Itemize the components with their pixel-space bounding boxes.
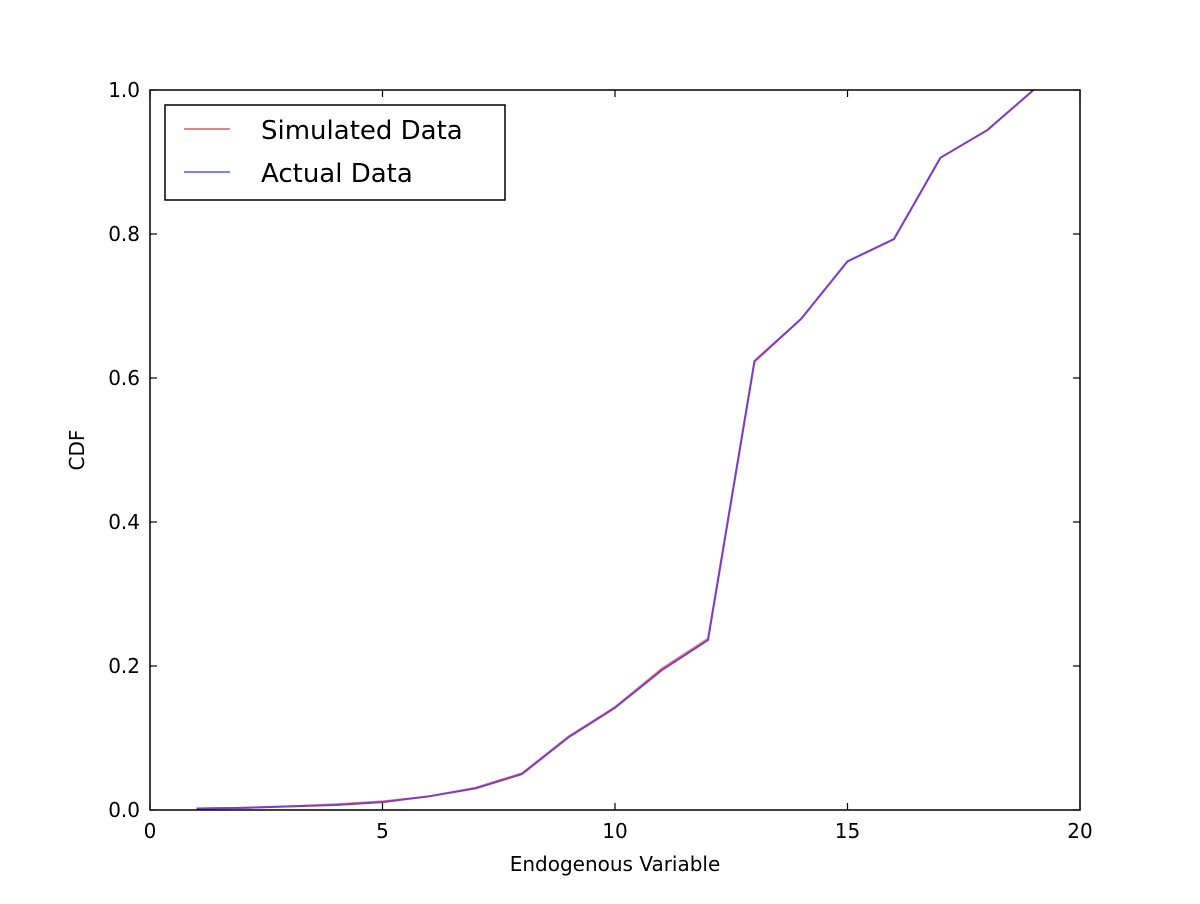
x-tick-label: 15 <box>835 819 860 843</box>
legend-label-actual-data: Actual Data <box>261 159 413 189</box>
legend-box <box>164 104 506 201</box>
ticks-layer: 0 5 10 15 20 0.0 0.2 0.4 0.6 0.8 1.0 <box>108 78 1093 843</box>
legend: Simulated Data Actual Data <box>164 104 506 201</box>
x-tick-label: 5 <box>376 819 389 843</box>
x-axis-label: Endogenous Variable <box>510 852 721 876</box>
y-tick-label: 0.8 <box>108 222 140 246</box>
y-tick-label: 0.6 <box>108 366 140 390</box>
y-tick-label: 0.0 <box>108 798 140 822</box>
y-tick-label: 0.2 <box>108 654 140 678</box>
legend-label-simulated-data: Simulated Data <box>261 116 463 146</box>
x-tick-label: 10 <box>602 819 627 843</box>
series-layer <box>196 89 1035 810</box>
series-line-actual-data <box>196 89 1035 810</box>
x-tick-label: 20 <box>1067 819 1092 843</box>
y-tick-label: 0.4 <box>108 510 140 534</box>
y-axis-label: CDF <box>65 430 89 471</box>
y-tick-label: 1.0 <box>108 78 140 102</box>
x-tick-label: 0 <box>144 819 157 843</box>
